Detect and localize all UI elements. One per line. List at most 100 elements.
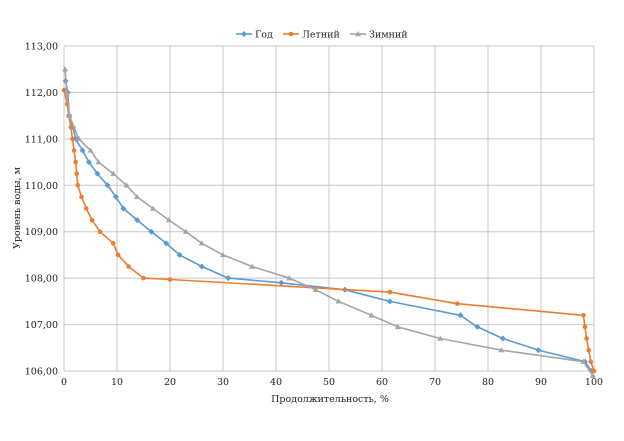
y-tick-label: 112,00 [25, 88, 58, 99]
data-point [75, 135, 82, 142]
data-point [581, 312, 586, 318]
data-point [584, 336, 589, 341]
data-point [499, 335, 506, 342]
data-point [457, 312, 464, 319]
data-point [83, 206, 89, 211]
x-tick-label: 50 [323, 377, 335, 388]
data-point [278, 279, 285, 286]
data-point [167, 277, 173, 282]
data-point [141, 275, 146, 281]
data-point [110, 241, 116, 246]
legend-label: Летний [302, 30, 340, 41]
data-point [198, 240, 205, 246]
data-point [134, 217, 141, 224]
y-tick-label: 111,00 [25, 134, 58, 145]
legend-marker [355, 31, 361, 37]
data-point [68, 124, 74, 130]
data-point [394, 323, 401, 330]
x-axis-title: Продолжительность, % [271, 394, 389, 405]
data-point [134, 193, 141, 200]
x-tick-label: 40 [270, 377, 282, 388]
data-point [63, 89, 70, 95]
legend-item-зимний: Зимний [350, 30, 408, 41]
data-point [589, 372, 596, 378]
data-point [85, 159, 92, 166]
y-tick-label: 109,00 [25, 227, 58, 238]
series-зимний [62, 66, 596, 378]
data-point [182, 228, 189, 234]
x-tick-label: 30 [217, 377, 229, 388]
y-axis-ticks: 106,00 107,00 108,00 109,00 110,00 111,00 112,… [25, 42, 58, 378]
x-tick-label: 60 [376, 377, 388, 388]
data-point [74, 171, 80, 176]
legend: Год Летний Зимний [236, 30, 408, 41]
data-point [386, 298, 393, 305]
x-tick-label: 0 [61, 377, 67, 388]
data-point [75, 182, 81, 188]
x-tick-label: 100 [585, 377, 603, 388]
legend-marker [241, 31, 247, 37]
data-point [580, 358, 587, 364]
data-point [62, 66, 69, 72]
data-point [312, 286, 319, 292]
legend-label: Зимний [369, 30, 408, 41]
data-point [474, 323, 481, 330]
series-layer [61, 66, 597, 378]
data-point [176, 251, 183, 258]
x-axis-ticks: 0 10 20 30 40 50 60 70 80 90 100 [61, 377, 603, 388]
legend-label: Год [255, 30, 273, 41]
data-point [582, 324, 588, 330]
data-point [110, 170, 117, 176]
data-point [198, 263, 205, 270]
x-tick-label: 20 [164, 377, 176, 388]
legend-marker [288, 31, 294, 37]
data-point [165, 217, 172, 223]
data-point [89, 217, 95, 223]
data-point [61, 87, 67, 93]
series-летний [61, 87, 597, 374]
data-point [115, 252, 121, 258]
x-tick-label: 10 [111, 377, 123, 388]
legend-item-летний: Летний [283, 30, 340, 41]
data-point [87, 147, 94, 153]
data-point [535, 347, 542, 354]
data-point [73, 159, 78, 165]
data-point [498, 347, 505, 353]
data-point [454, 301, 460, 306]
data-point [97, 229, 103, 235]
x-tick-label: 70 [429, 377, 441, 388]
series-line [64, 69, 594, 377]
data-point [79, 147, 86, 154]
data-point [163, 240, 170, 247]
data-point [335, 298, 342, 304]
y-tick-label: 108,00 [25, 274, 58, 285]
data-point [591, 368, 597, 374]
data-point [150, 205, 157, 211]
data-point [79, 194, 84, 200]
y-tick-label: 106,00 [25, 367, 58, 378]
data-point [126, 264, 131, 269]
data-point [437, 335, 444, 341]
data-point [94, 170, 101, 177]
data-point [220, 251, 226, 258]
data-point [286, 275, 293, 281]
data-point [586, 347, 591, 353]
data-point [123, 182, 130, 188]
data-point [588, 359, 594, 365]
data-point [112, 193, 119, 200]
x-tick-label: 80 [482, 377, 494, 388]
data-point [148, 228, 155, 235]
data-point [95, 159, 102, 165]
y-tick-label: 107,00 [25, 320, 58, 331]
y-tick-label: 113,00 [25, 42, 58, 53]
data-point [387, 289, 393, 295]
data-point [70, 136, 75, 142]
data-point [368, 312, 375, 318]
data-point [225, 275, 232, 282]
data-point [71, 148, 77, 153]
x-tick-label: 90 [535, 377, 547, 388]
data-point [249, 263, 256, 269]
legend-item-год: Год [236, 30, 273, 41]
